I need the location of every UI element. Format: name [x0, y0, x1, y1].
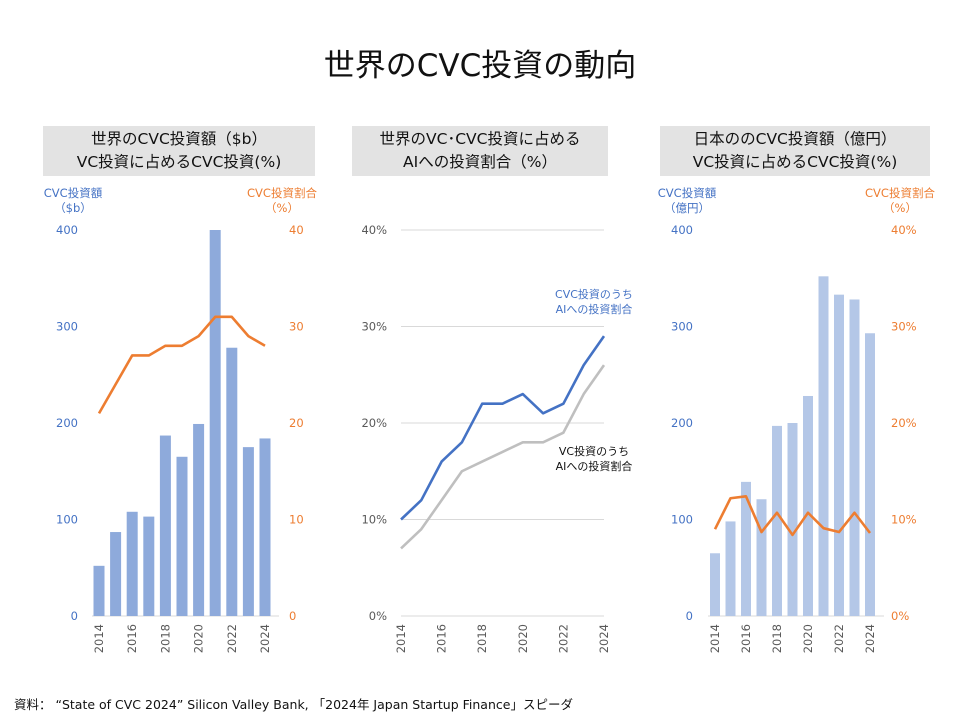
chart1-left-tick-label: 200 — [56, 416, 78, 430]
chart2-y-tick-label: 40% — [361, 223, 387, 237]
chart1-left-caption-line1: CVC投資額 — [43, 186, 103, 200]
chart3-x-tick-label: 2014 — [708, 624, 722, 653]
chart3-right-caption-line2: （%） — [883, 201, 917, 215]
chart2-x-tick-label: 2014 — [394, 624, 408, 653]
chart2-cvc-series-label: AIへの投資割合 — [556, 302, 633, 316]
chart1-bar — [209, 230, 221, 616]
chart3-right-tick-label: 30% — [891, 320, 917, 334]
chart2-y-tick-label: 30% — [361, 320, 387, 334]
chart2-y-tick-label: 20% — [361, 416, 387, 430]
chart1-x-tick-label: 2020 — [192, 624, 206, 653]
chart3-x-tick-label: 2016 — [739, 624, 753, 653]
chart1-bar — [143, 516, 155, 616]
chart3-title: 日本ののCVC投資額（億円） VC投資に占めるCVC投資(%) — [660, 126, 930, 176]
chart3-x-tick-label: 2018 — [770, 624, 784, 653]
chart3-x-tick-label: 2024 — [863, 624, 877, 653]
chart1-title: 世界のCVC投資額（$b） VC投資に占めるCVC投資(%) — [43, 126, 315, 176]
chart2-vc-ai-line — [400, 364, 606, 550]
chart2-x-tick-label: 2018 — [475, 624, 489, 653]
chart1-x-tick-label: 2018 — [158, 624, 172, 653]
chart1-right-tick-label: 30 — [289, 320, 304, 334]
chart1-bar — [193, 423, 205, 616]
chart3-right-caption-line1: CVC投資割合 — [865, 186, 935, 200]
chart3-bar — [818, 276, 829, 616]
chart1-left-axis-caption: CVC投資額 （$b） — [28, 186, 118, 216]
chart2-cvc-ai-line — [400, 335, 606, 521]
chart1-x-tick-label: 2016 — [125, 624, 139, 653]
chart2-x-tick-label: 2024 — [597, 624, 611, 653]
chart1-right-caption-line1: CVC投資割合 — [247, 186, 317, 200]
chart1-ratio-line — [97, 315, 266, 414]
chart3-right-tick-label: 0% — [891, 609, 909, 623]
chart1-title-line1: 世界のCVC投資額（$b） — [91, 130, 267, 148]
chart3-bar — [803, 395, 813, 616]
chart2-cvc-series-label: CVC投資のうち — [555, 287, 633, 301]
chart3-ratio-line — [713, 495, 872, 537]
chart1-right-tick-label: 0 — [289, 609, 296, 623]
chart3-bar — [741, 481, 751, 616]
chart2-title: 世界のVC･CVC投資に占める AIへの投資割合（%） — [352, 126, 608, 176]
chart1-right-caption-line2: （%） — [265, 201, 299, 215]
chart1-left-caption-line2: （$b） — [54, 201, 92, 215]
chart3-right-tick-label: 10% — [891, 513, 917, 527]
chart1-title-line2: VC投資に占めるCVC投資(%) — [76, 153, 282, 171]
chart3-bar — [756, 499, 767, 616]
chart1-bar — [176, 456, 188, 616]
chart3-bar — [710, 553, 720, 616]
chart1-right-tick-label: 40 — [289, 223, 304, 237]
chart1-bar — [242, 447, 254, 616]
chart1-bar — [110, 532, 122, 616]
chart3-title-line1: 日本ののCVC投資額（億円） — [693, 130, 897, 148]
chart1-right-axis-caption: CVC投資割合 （%） — [232, 186, 332, 216]
chart3-bar — [787, 423, 798, 616]
chart3-left-tick-label: 0 — [686, 609, 693, 623]
slide-title: 世界のCVC投資の動向 — [323, 48, 637, 84]
chart1-right-tick-label: 20 — [289, 416, 304, 430]
chart3-right-tick-label: 40% — [891, 223, 917, 237]
chart3-right-axis-caption: CVC投資割合 （%） — [850, 186, 950, 216]
chart1-bar — [259, 438, 271, 616]
chart1-left-tick-label: 400 — [56, 223, 78, 237]
chart3-x-tick-label: 2020 — [801, 624, 815, 653]
chart2-x-tick-label: 2016 — [435, 624, 449, 653]
chart2-y-tick-label: 10% — [361, 513, 387, 527]
chart3-x-tick-label: 2022 — [832, 624, 846, 653]
chart3-left-caption-line1: CVC投資額 — [657, 186, 717, 200]
chart3-bar — [772, 425, 782, 616]
chart3-bar — [834, 294, 844, 616]
chart1-x-tick-label: 2014 — [92, 624, 106, 653]
chart3-bar — [849, 299, 860, 616]
chart3-left-tick-label: 300 — [671, 320, 693, 334]
chart1-left-tick-label: 100 — [56, 513, 78, 527]
chart2-y-tick-label: 0% — [369, 609, 387, 623]
chart3-title-line2: VC投資に占めるCVC投資(%) — [692, 153, 898, 171]
chart1-x-tick-label: 2022 — [225, 624, 239, 653]
chart1-left-tick-label: 300 — [56, 320, 78, 334]
chart1-x-tick-label: 2024 — [258, 624, 272, 653]
chart1-bar — [93, 565, 105, 616]
chart2-vc-series-label: VC投資のうち — [559, 444, 629, 458]
chart1-bar — [126, 511, 138, 616]
chart3-left-caption-line2: （億円） — [664, 201, 710, 215]
chart1-left-tick-label: 0 — [71, 609, 78, 623]
chart2-title-line1: 世界のVC･CVC投資に占める — [379, 130, 581, 148]
chart1-right-tick-label: 10 — [289, 513, 304, 527]
chart1-bar — [159, 435, 171, 616]
chart1-bar — [226, 347, 238, 616]
chart3-left-tick-label: 400 — [671, 223, 693, 237]
chart3-bar — [865, 333, 875, 616]
chart2-x-tick-label: 2020 — [516, 624, 530, 653]
chart3-right-tick-label: 20% — [891, 416, 917, 430]
chart2-vc-series-label: AIへの投資割合 — [556, 459, 633, 473]
chart3-bar — [725, 521, 736, 616]
chart3-left-axis-caption: CVC投資額 （億円） — [642, 186, 732, 216]
chart3-left-tick-label: 200 — [671, 416, 693, 430]
chart2-title-line2: AIへの投資割合（%） — [403, 153, 557, 171]
chart3-left-tick-label: 100 — [671, 513, 693, 527]
source-note: 資料： “State of CVC 2024” Silicon Valley B… — [14, 697, 573, 712]
chart2-x-tick-label: 2022 — [556, 624, 570, 653]
